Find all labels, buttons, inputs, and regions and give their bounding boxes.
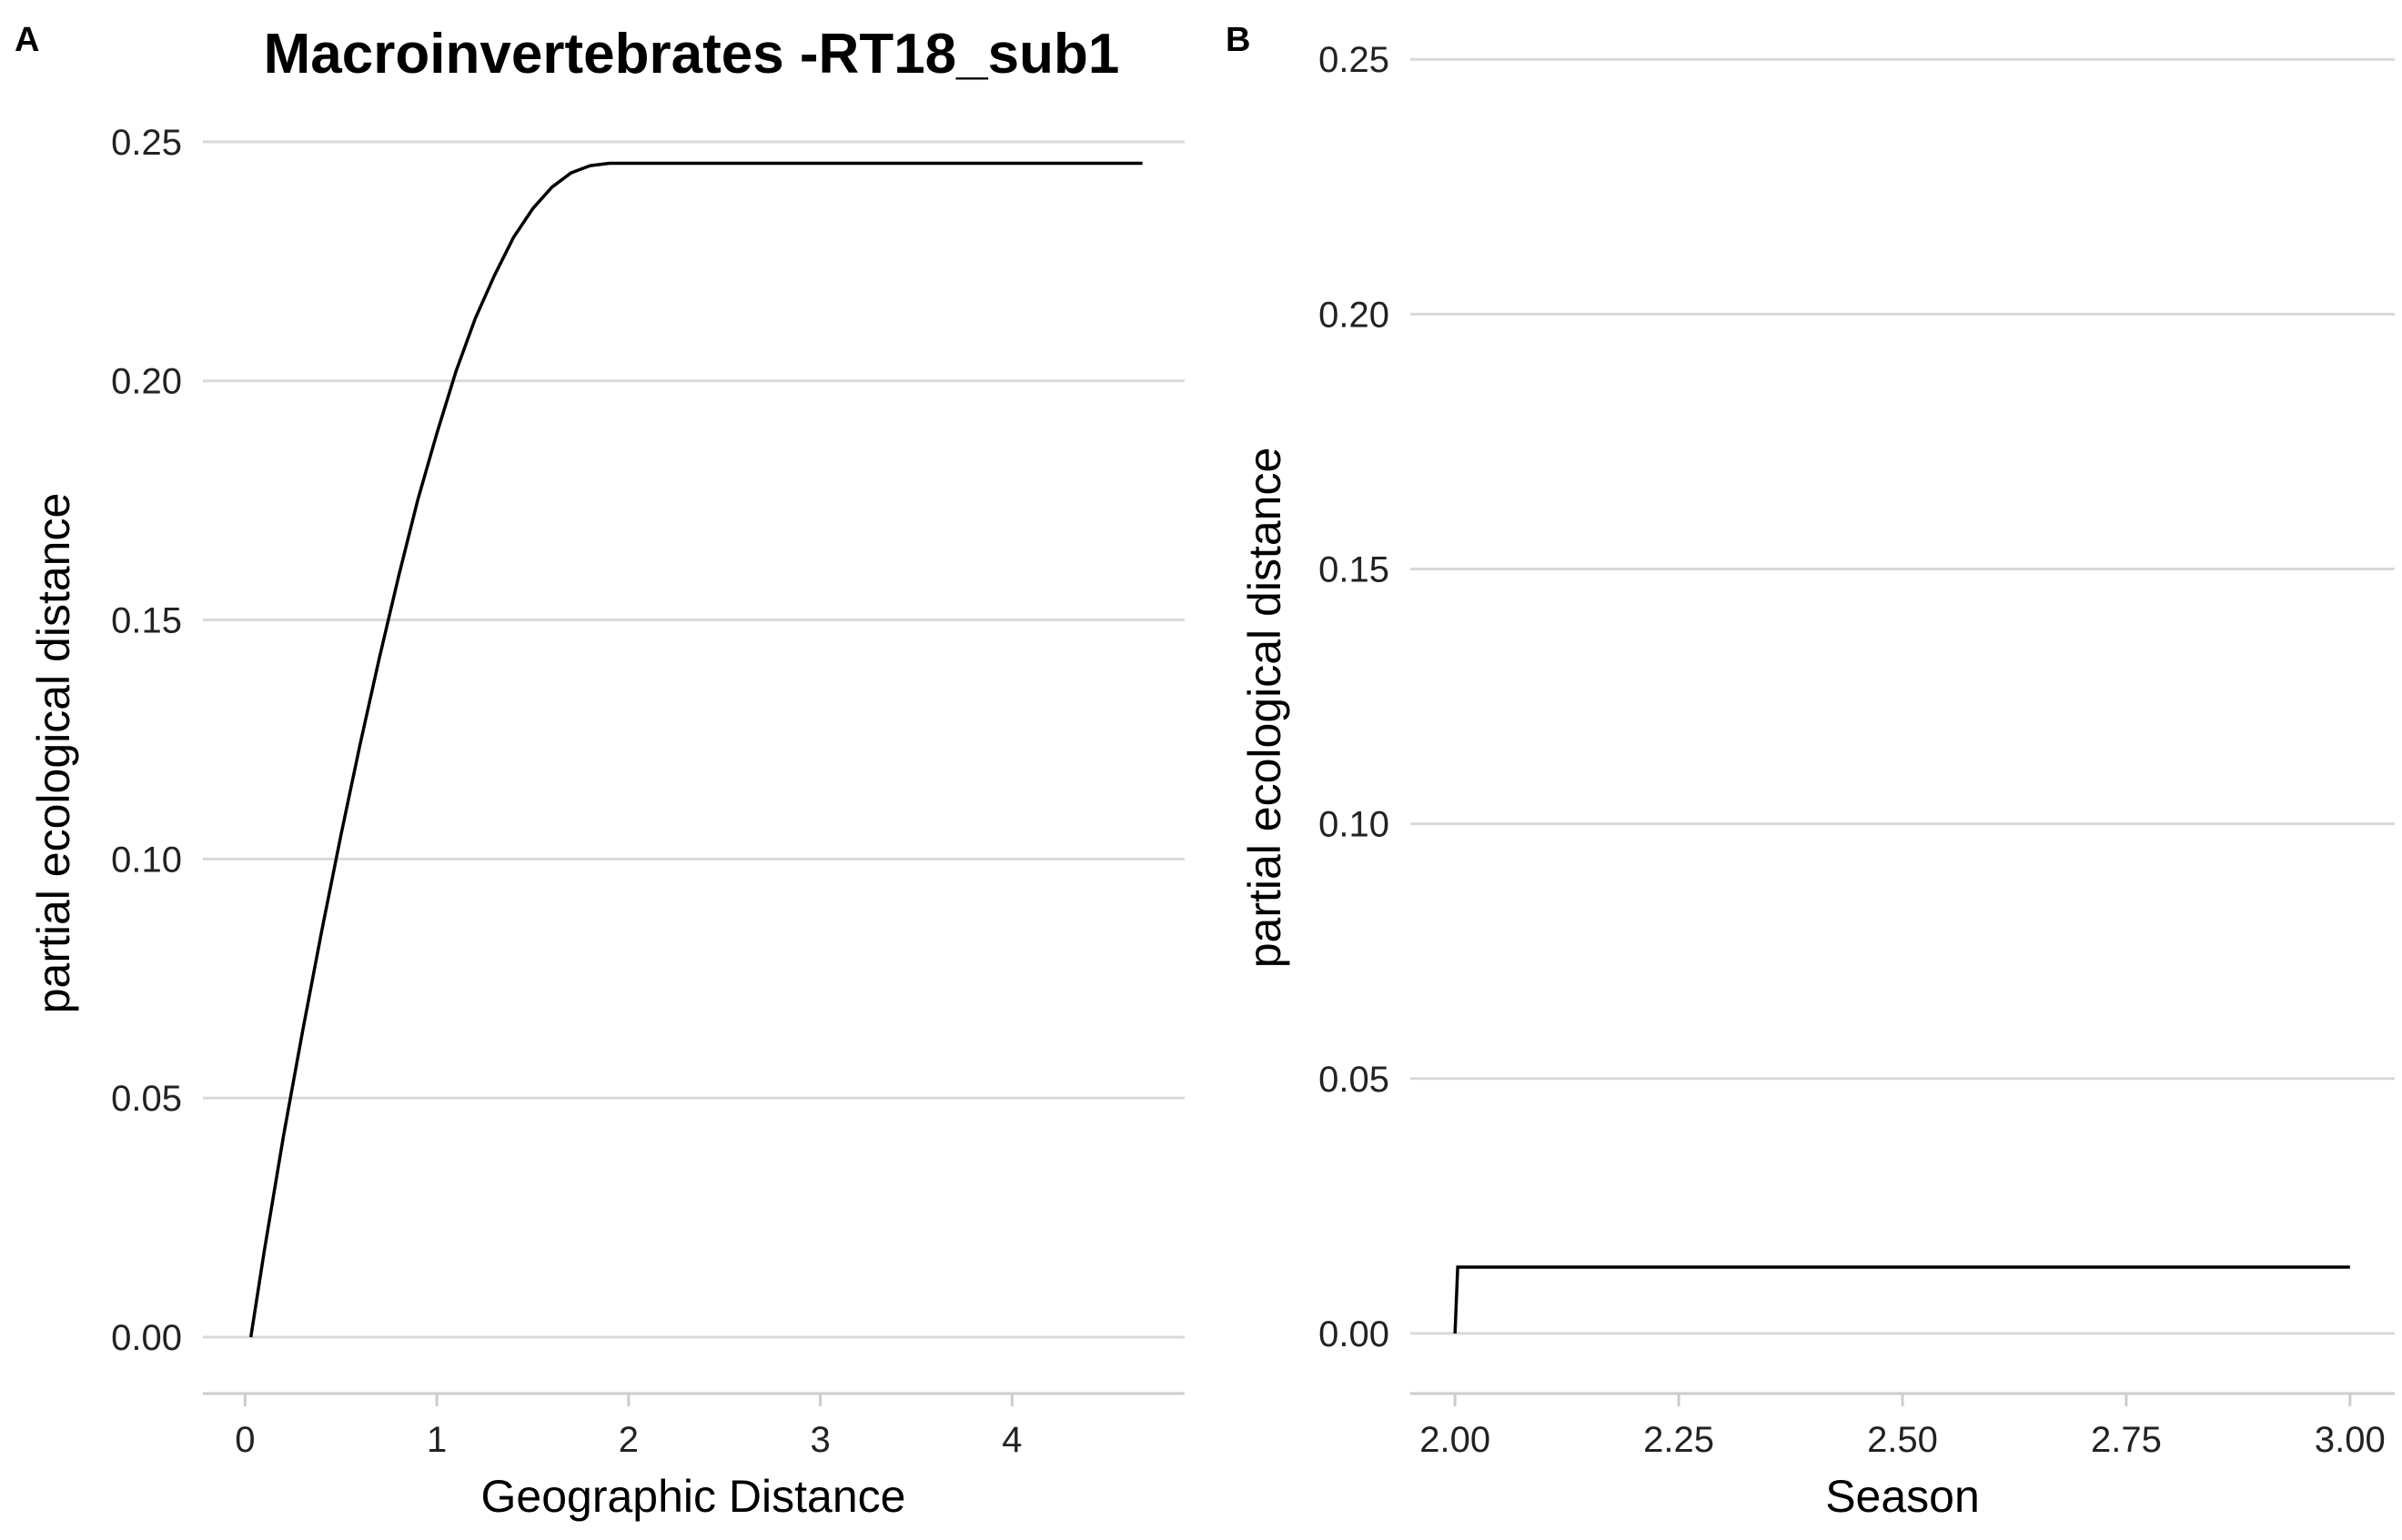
grid-lines-a — [203, 140, 1185, 1339]
grid-lines-b — [1410, 57, 2395, 1335]
x-tick-label: 2.50 — [1867, 1420, 1938, 1460]
chart-title: Macroinvertebrates -RT18_sub1 — [264, 23, 1120, 86]
y-tick-label: 0.10 — [1318, 805, 1389, 845]
y-tick-labels-b: 0.00 0.05 0.10 0.15 0.20 0.25 — [1318, 40, 1389, 1354]
x-tick-labels-b: 2.00 2.25 2.50 2.75 3.00 — [1419, 1420, 2385, 1460]
panel-a-label: A — [15, 21, 39, 59]
x-axis-label-b: Season — [1825, 1471, 1980, 1522]
x-tick-label: 3 — [810, 1420, 830, 1460]
y-tick-label: 0.25 — [1318, 40, 1389, 80]
x-tick-label: 0 — [235, 1420, 255, 1460]
x-tick-label: 2.00 — [1419, 1420, 1490, 1460]
y-tick-label: 0.15 — [1318, 549, 1389, 589]
series-line-b — [1453, 1265, 2350, 1334]
y-tick-label: 0.15 — [111, 601, 182, 641]
x-tick-marks-a — [243, 1394, 1014, 1406]
y-axis-label-a: partial ecological distance — [28, 493, 79, 1014]
x-tick-label: 3.00 — [2315, 1420, 2386, 1460]
panel-a: A Macroinvertebrates -RT18_sub1 0.00 0.05… — [15, 21, 1185, 1522]
x-tick-marks-b — [1453, 1394, 2352, 1406]
y-tick-label: 0.20 — [111, 362, 182, 402]
y-tick-label: 0.00 — [1318, 1314, 1389, 1354]
y-tick-label: 0.10 — [111, 840, 182, 880]
x-tick-label: 1 — [427, 1420, 447, 1460]
y-tick-label: 0.20 — [1318, 295, 1389, 335]
x-tick-label: 4 — [1002, 1420, 1022, 1460]
y-tick-label: 0.00 — [111, 1318, 182, 1358]
y-tick-label: 0.25 — [111, 123, 182, 163]
panel-b-label: B — [1226, 21, 1250, 59]
x-axis-label-a: Geographic Distance — [481, 1471, 906, 1522]
x-tick-labels-a: 0 1 2 3 4 — [235, 1420, 1022, 1460]
y-axis-label-b: partial ecological distance — [1239, 448, 1290, 969]
x-tick-label: 2 — [619, 1420, 639, 1460]
y-tick-labels-a: 0.00 0.05 0.10 0.15 0.20 0.25 — [111, 123, 182, 1358]
panel-b: B 0.000.050.100.150.200.25 2.00 2.25 2.50 2… — [1226, 21, 2395, 1522]
series-line-a — [248, 161, 1143, 1338]
x-tick-label: 2.75 — [2091, 1420, 2162, 1460]
x-tick-label: 2.25 — [1643, 1420, 1714, 1460]
y-tick-label: 0.05 — [1318, 1060, 1389, 1100]
y-tick-label: 0.05 — [111, 1079, 182, 1119]
